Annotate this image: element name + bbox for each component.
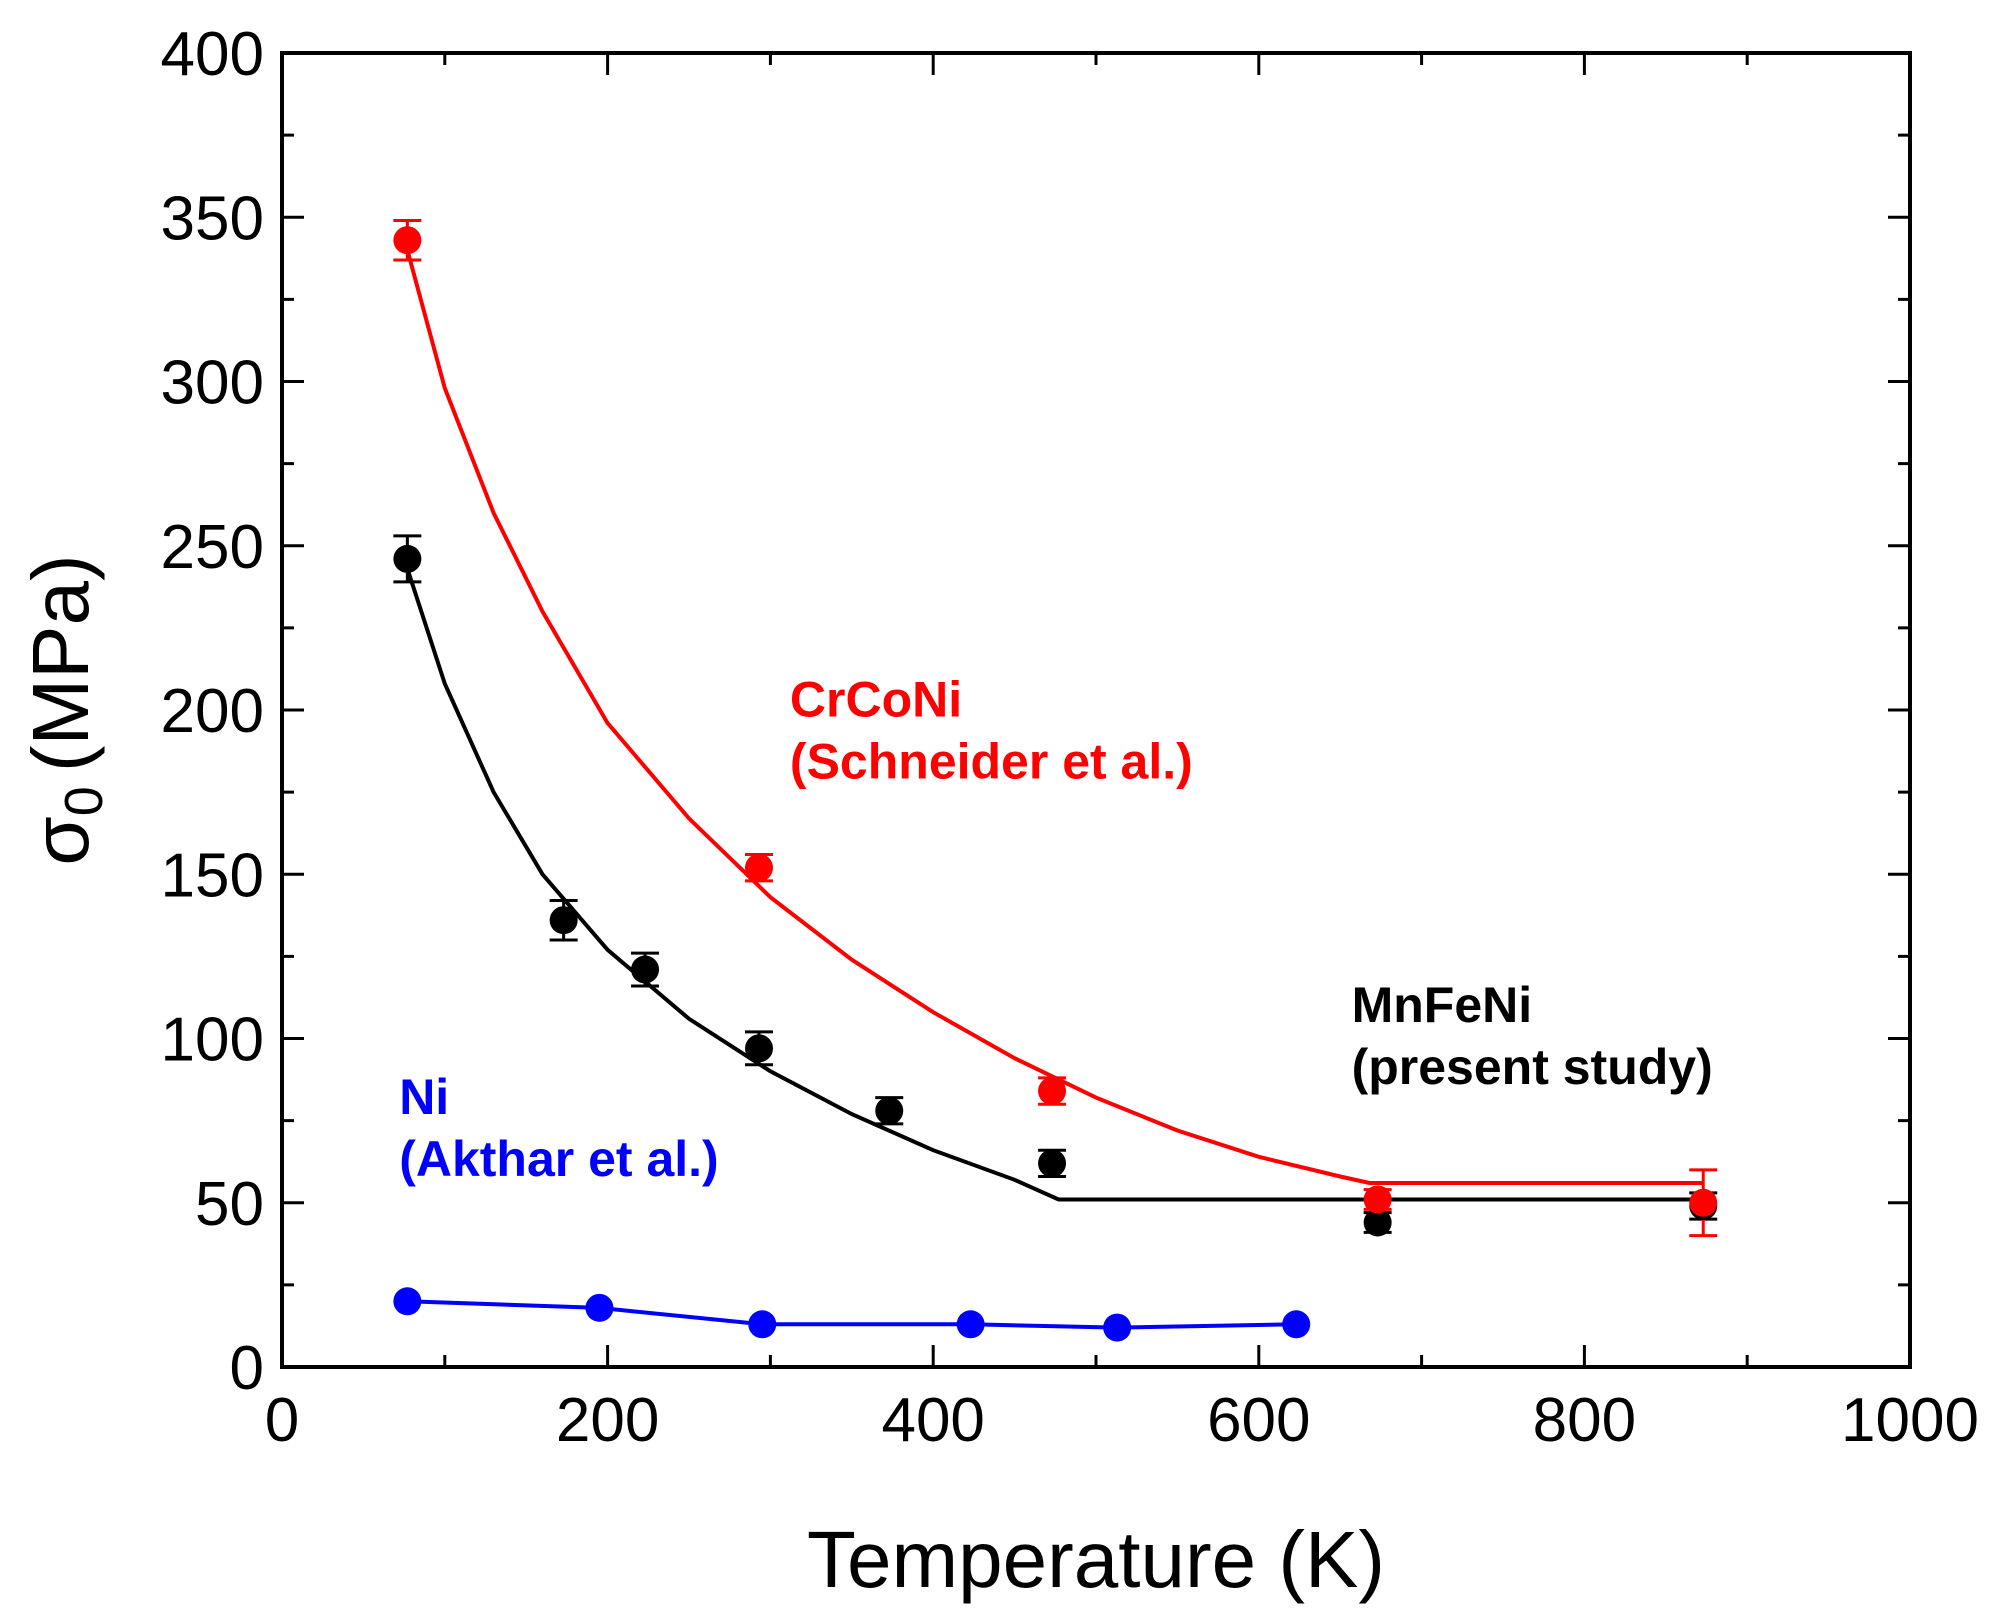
y-tick-label: 250 <box>161 513 264 582</box>
x-tick-label: 600 <box>1207 1386 1310 1455</box>
y-tick-label: 300 <box>161 349 264 418</box>
tick-labels: 0 200 400 600 800 1000 0 50 100 150 200 250 300 350 40… <box>161 20 1979 1455</box>
crconi-point <box>1363 1185 1392 1214</box>
x-tick-label: 200 <box>556 1386 659 1455</box>
mnfeni-label-line: (present study) <box>1352 1039 1713 1095</box>
mnfeni-point <box>1363 1208 1392 1237</box>
axis-ticks <box>280 51 1912 1369</box>
y-tick-label: 350 <box>161 184 264 253</box>
ni-point <box>748 1310 777 1339</box>
mnfeni-point <box>393 544 422 573</box>
ni-line <box>407 1299 1297 1330</box>
mnfeni-line <box>405 568 1704 1202</box>
x-tick-label: 800 <box>1533 1386 1636 1455</box>
ni-point <box>585 1293 614 1322</box>
ni-label-line: Ni <box>399 1069 449 1125</box>
y-axis-subscript: 0 <box>54 786 114 816</box>
crconi-point <box>745 853 774 882</box>
y-axis-unit: (MPa) <box>16 554 105 772</box>
ni-point <box>1282 1310 1311 1339</box>
mnfeni-label: MnFeNi (present study) <box>1352 977 1713 1095</box>
mnfeni-point <box>745 1034 774 1063</box>
crconi-label-line: CrCoNi <box>790 672 962 728</box>
ni-point <box>393 1287 422 1316</box>
y-tick-label: 0 <box>230 1334 264 1403</box>
ni-label: Ni (Akthar et al.) <box>399 1069 719 1187</box>
annotations: CrCoNi (Schneider et al.) MnFeNi (present s… <box>399 672 1713 1187</box>
crconi-point <box>393 226 422 255</box>
crconi-point <box>1689 1188 1718 1217</box>
y-axis-title: σ0 (MPa) <box>16 554 114 865</box>
y-tick-label: 200 <box>161 677 264 746</box>
x-tick-label: 1000 <box>1841 1386 1979 1455</box>
mnfeni-point <box>1038 1149 1067 1178</box>
x-axis-title: Temperature (K) <box>807 1515 1385 1604</box>
y-tick-label: 100 <box>161 1006 264 1075</box>
ni-point <box>1103 1313 1132 1342</box>
data-markers <box>393 226 1718 1342</box>
fit-curves <box>405 249 1704 1330</box>
x-tick-label: 0 <box>265 1386 299 1455</box>
ni-label-line: (Akthar et al.) <box>399 1131 719 1187</box>
mnfeni-point <box>549 906 578 935</box>
crconi-label-line: (Schneider et al.) <box>790 734 1193 790</box>
x-tick-label: 400 <box>881 1386 984 1455</box>
crconi-line <box>405 249 1704 1185</box>
crconi-point <box>1038 1077 1067 1106</box>
y-tick-label: 50 <box>195 1170 264 1239</box>
crconi-label: CrCoNi (Schneider et al.) <box>790 672 1193 790</box>
ni-point <box>956 1310 985 1339</box>
y-axis-symbol: σ <box>16 816 105 865</box>
mnfeni-label-line: MnFeNi <box>1352 977 1533 1033</box>
y-tick-label: 400 <box>161 20 264 89</box>
y-tick-label: 150 <box>161 841 264 910</box>
mnfeni-point <box>875 1096 904 1125</box>
mnfeni-point <box>631 955 660 984</box>
